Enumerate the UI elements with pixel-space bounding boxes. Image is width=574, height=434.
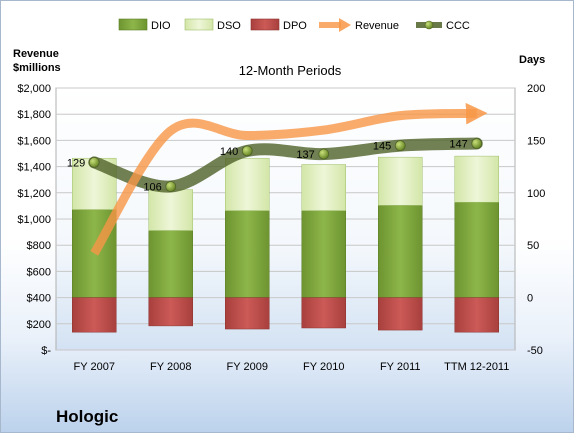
legend: DIO DSO DPO Revenue CCC <box>118 18 470 32</box>
gridlines <box>56 87 515 351</box>
category-label: FY 2011 <box>380 361 421 373</box>
legend-label-dpo: DPO <box>283 20 307 32</box>
legend-swatch-revenue-head <box>339 18 351 32</box>
bar-dpo <box>72 297 117 333</box>
left-axis-tick-label: $1,600 <box>17 135 51 147</box>
bar-dio <box>148 230 193 298</box>
right-axis-tick-label: 150 <box>527 135 545 147</box>
axes: $- $200 $400 $600 $800 $1,000 $1,200 $1,400 $1,6… <box>17 83 545 373</box>
right-axis-tick-label: 200 <box>527 83 545 95</box>
ccc-data-label: 129 <box>67 157 85 169</box>
left-axis-tick-label: $200 <box>27 319 51 331</box>
right-axis-tick-label: 0 <box>527 293 533 305</box>
company-name: Hologic <box>56 407 119 426</box>
ccc-point <box>394 140 406 152</box>
legend-swatch-dso <box>184 18 214 31</box>
left-axis-tick-label: $1,800 <box>17 109 51 121</box>
bar-dio <box>378 205 423 298</box>
left-axis-tick-label: $- <box>41 345 51 357</box>
ccc-point <box>318 148 330 160</box>
bar-dpo <box>454 297 499 333</box>
bar-dpo <box>301 297 346 329</box>
ccc-data-label: 147 <box>449 139 467 151</box>
ccc-data-label: 140 <box>220 146 238 158</box>
legend-label-dso: DSO <box>217 20 241 32</box>
bar-dio <box>225 210 270 298</box>
category-label: TTM 12-2011 <box>444 361 509 373</box>
bar-dpo <box>378 297 423 331</box>
series-lines: 129 106 140 137 145 147 <box>67 102 488 256</box>
ccc-point <box>165 181 177 192</box>
legend-swatch-dpo <box>250 18 280 31</box>
category-label: FY 2010 <box>303 361 344 373</box>
ccc-point <box>241 145 253 157</box>
bar-dso <box>301 164 346 211</box>
left-axis-tick-label: $400 <box>27 293 51 305</box>
left-axis-tick-label: $2,000 <box>17 83 51 95</box>
legend-label-revenue: Revenue <box>355 20 399 32</box>
right-axis-tick-label: -50 <box>527 345 543 357</box>
ccc-data-label: 145 <box>373 141 391 153</box>
bar-dio <box>301 210 346 298</box>
right-axis-label: Days <box>519 54 545 66</box>
revenue-line <box>90 102 488 256</box>
left-axis-tick-label: $600 <box>27 266 51 278</box>
ccc-point <box>88 157 100 168</box>
bar-dio <box>454 201 499 298</box>
legend-swatch-ccc-dot <box>424 20 434 30</box>
chart-title: 12-Month Periods <box>239 63 342 78</box>
category-label: FY 2009 <box>227 361 268 373</box>
bar-dpo <box>225 297 270 330</box>
left-axis-tick-label: $1,000 <box>17 214 51 226</box>
bar-dso <box>454 155 499 203</box>
left-axis-label-line1: Revenue <box>13 48 59 60</box>
left-axis-label-line2: $millions <box>13 62 61 74</box>
left-axis-tick-label: $800 <box>27 240 51 252</box>
ccc-data-label: 106 <box>143 182 161 194</box>
bar-dso <box>148 189 193 231</box>
right-axis-tick-label: 50 <box>527 240 539 252</box>
legend-label-dio: DIO <box>151 20 171 32</box>
bar-dso <box>225 157 270 211</box>
bar-dso <box>378 156 423 206</box>
left-axis-tick-label: $1,200 <box>17 188 51 200</box>
category-label: FY 2007 <box>74 361 115 373</box>
category-label: FY 2008 <box>150 361 191 373</box>
right-axis-tick-label: 100 <box>527 188 545 200</box>
legend-label-ccc: CCC <box>446 20 470 32</box>
ccc-data-label: 137 <box>296 149 314 161</box>
left-axis-tick-label: $1,400 <box>17 162 51 174</box>
ccc-point <box>471 138 483 149</box>
legend-swatch-dio <box>118 18 148 31</box>
bar-dpo <box>148 297 193 327</box>
